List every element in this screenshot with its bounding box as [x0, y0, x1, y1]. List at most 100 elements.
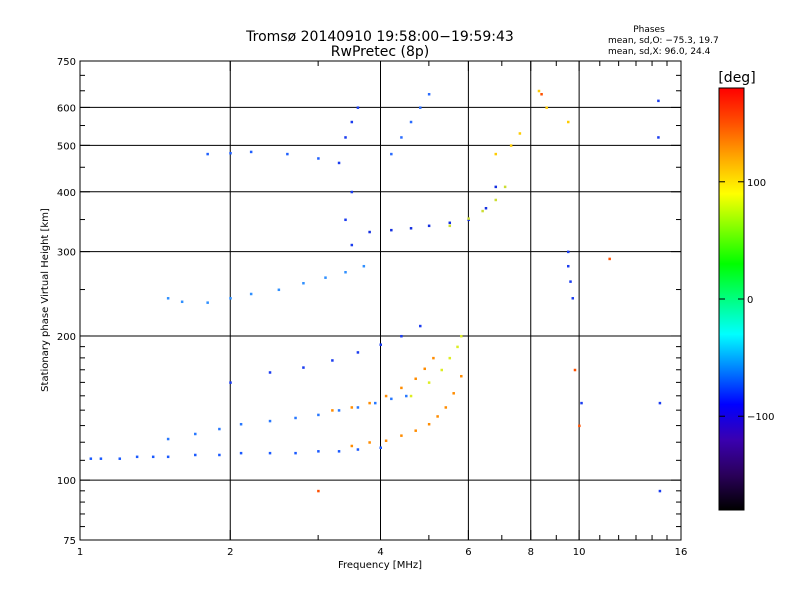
data-point — [484, 206, 488, 210]
data-point — [569, 280, 572, 283]
data-point — [317, 413, 320, 417]
data-point — [448, 224, 452, 228]
y-tick-label: 400 — [57, 188, 76, 199]
data-point — [494, 185, 498, 189]
data-point — [578, 424, 581, 428]
data-point — [368, 441, 371, 444]
data-point — [166, 455, 170, 459]
data-point — [427, 224, 431, 228]
data-point — [419, 106, 422, 109]
data-point — [294, 416, 297, 420]
colorbar-tick-label: 0 — [747, 295, 753, 306]
data-point — [151, 455, 155, 459]
data-point — [356, 106, 360, 109]
data-point — [239, 451, 243, 455]
data-point — [337, 161, 341, 165]
data-point — [379, 446, 382, 449]
data-point — [229, 297, 232, 300]
data-point — [331, 409, 334, 412]
data-point — [337, 450, 341, 453]
data-point — [368, 401, 371, 405]
data-point — [384, 394, 388, 398]
data-point — [194, 453, 197, 457]
data-point — [379, 343, 382, 346]
x-axis-label: Frequency [MHz] — [338, 560, 422, 571]
x-tick-label: 8 — [528, 547, 534, 558]
data-point — [448, 221, 452, 225]
data-point — [344, 136, 347, 139]
data-point — [286, 152, 289, 156]
data-point — [423, 367, 426, 371]
x-tick-label: 10 — [573, 547, 586, 558]
data-points — [89, 89, 662, 493]
data-point — [436, 415, 439, 418]
data-point — [400, 136, 403, 139]
data-point — [657, 99, 660, 103]
y-tick-label: 200 — [57, 332, 76, 343]
data-point — [390, 397, 393, 401]
data-point — [249, 292, 253, 296]
x-tick-label: 16 — [675, 547, 688, 558]
chart-title: Tromsø 20140910 19:58:00−19:59:43 — [245, 29, 514, 45]
data-point — [427, 381, 431, 384]
data-point — [580, 401, 583, 405]
data-point — [409, 120, 413, 124]
data-point — [302, 281, 305, 285]
data-point — [344, 218, 347, 222]
data-point — [494, 198, 498, 202]
data-point — [118, 457, 122, 460]
data-point — [384, 439, 388, 443]
data-point — [206, 301, 209, 304]
data-point — [503, 185, 507, 189]
data-point — [658, 401, 662, 405]
data-point — [456, 345, 459, 349]
data-point — [268, 451, 272, 455]
data-point — [414, 377, 417, 381]
axis-ticks — [79, 60, 682, 541]
y-tick-label: 750 — [57, 57, 76, 68]
data-point — [218, 427, 221, 431]
data-point — [206, 152, 209, 156]
data-point — [239, 422, 243, 426]
data-point — [657, 136, 660, 139]
data-point — [545, 106, 548, 109]
x-tick-label: 1 — [77, 547, 83, 558]
data-point — [350, 243, 354, 247]
data-point — [448, 356, 452, 360]
data-point — [540, 92, 543, 96]
data-point — [317, 450, 320, 453]
phase-stats-x: mean, sd,X: 96.0, 24.4 — [608, 47, 711, 57]
data-point — [467, 217, 470, 220]
data-point — [567, 264, 570, 268]
data-point — [400, 334, 403, 338]
y-tick-label: 600 — [57, 103, 76, 114]
y-tick-label: 75 — [63, 536, 76, 547]
data-point — [229, 381, 232, 384]
data-point — [350, 444, 354, 448]
data-point — [229, 151, 232, 155]
data-point — [317, 157, 320, 160]
data-point — [409, 394, 413, 398]
data-point — [509, 144, 513, 147]
data-point — [331, 359, 334, 362]
data-point — [302, 366, 305, 369]
data-point — [608, 257, 611, 261]
data-point — [268, 371, 272, 374]
data-point — [166, 437, 170, 441]
data-point — [518, 132, 522, 135]
data-point — [356, 448, 360, 451]
data-point — [135, 455, 139, 459]
data-point — [277, 288, 281, 292]
colorbar-tick-label: −100 — [747, 412, 774, 423]
grid-lines — [80, 61, 681, 540]
data-point — [400, 386, 403, 390]
data-point — [368, 230, 371, 234]
data-point — [89, 457, 93, 460]
data-point — [537, 89, 541, 93]
data-point — [409, 227, 413, 230]
data-point — [390, 228, 393, 232]
chart-subtitle: RwPretec (8p) — [331, 44, 429, 60]
data-point — [494, 152, 498, 156]
colorbar: 100 0 −100 — [718, 87, 774, 511]
